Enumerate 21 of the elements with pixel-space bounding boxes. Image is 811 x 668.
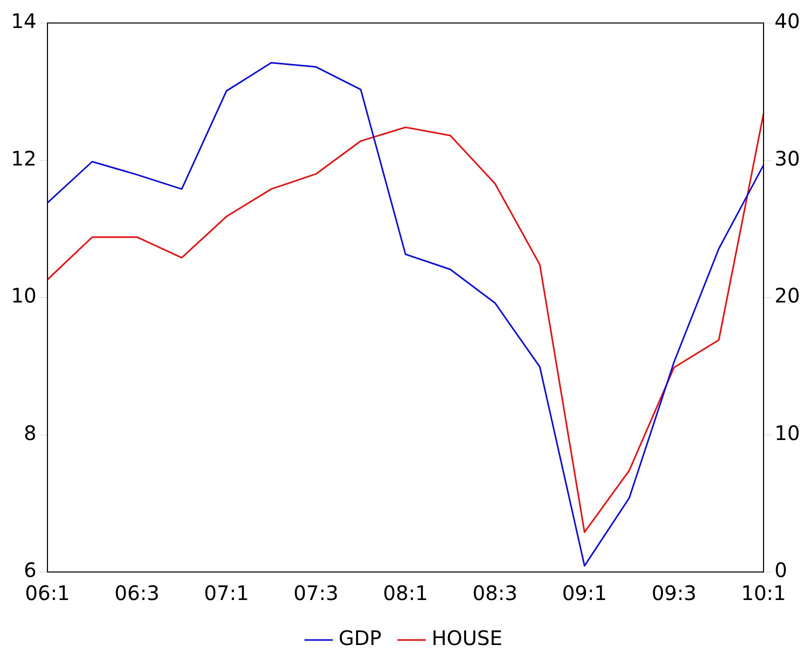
x-tick-label: 06:1 <box>24 581 70 606</box>
x-tick-label: 10:1 <box>741 581 786 606</box>
y-tick-label: 14 <box>10 9 36 34</box>
y-tick-label: 10 <box>10 284 36 308</box>
x-tick-label: 07:1 <box>204 581 249 606</box>
x-tick-label: 08:3 <box>472 581 518 606</box>
y2-tick-label: 20 <box>774 284 800 308</box>
y-tick-label: 8 <box>24 420 36 445</box>
y2-tick-label: 40 <box>774 9 800 34</box>
y2-tick-label: 30 <box>774 146 800 170</box>
x-tick-label: 09:3 <box>652 581 696 606</box>
y-tick-label: 6 <box>24 558 36 582</box>
legend-label: GDP <box>338 626 382 650</box>
x-tick-label: 09:1 <box>562 581 607 606</box>
y2-tick-label: 0 <box>774 558 788 582</box>
x-tick-label: 07:3 <box>294 581 338 606</box>
y-tick-label: 12 <box>10 146 36 170</box>
y2-tick-label: 10 <box>774 420 800 445</box>
legend-label: HOUSE <box>432 626 502 650</box>
x-tick-label: 08:1 <box>383 581 428 606</box>
x-tick-label: 06:3 <box>114 581 160 606</box>
